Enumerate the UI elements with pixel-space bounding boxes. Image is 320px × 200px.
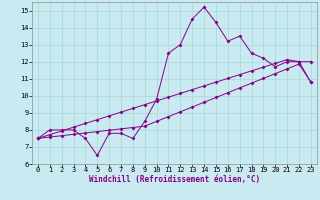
X-axis label: Windchill (Refroidissement éolien,°C): Windchill (Refroidissement éolien,°C) [89, 175, 260, 184]
